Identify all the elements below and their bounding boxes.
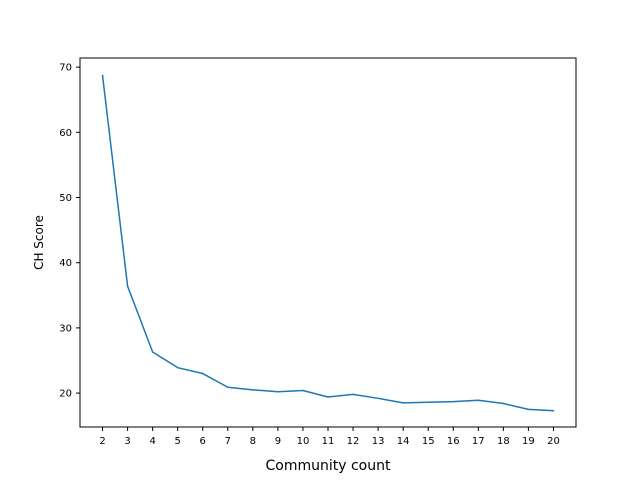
x-tick-label: 8 — [250, 436, 256, 447]
data-point — [502, 402, 505, 405]
data-point — [252, 389, 254, 391]
x-tick-label: 18 — [497, 436, 510, 447]
data-point — [427, 401, 429, 403]
axes-frame — [79, 57, 577, 428]
x-tick-label: 11 — [322, 436, 335, 447]
data-point — [552, 409, 555, 412]
x-tick-label: 20 — [547, 436, 560, 447]
x-tick-label: 14 — [397, 436, 410, 447]
x-tick-label: 10 — [297, 436, 310, 447]
x-tick-label: 7 — [225, 436, 231, 447]
y-tick-label: 70 — [59, 63, 72, 74]
data-point — [176, 366, 179, 369]
x-axis-label: Community count — [266, 458, 391, 474]
y-axis-ticks: 20 30 40 50 60 70 — [59, 63, 80, 400]
y-tick-label: 50 — [59, 193, 72, 204]
data-point — [352, 393, 354, 396]
x-tick-label: 3 — [124, 436, 130, 447]
x-tick-label: 5 — [175, 436, 181, 447]
y-tick-label: 20 — [59, 389, 72, 400]
x-tick-label: 16 — [447, 436, 460, 447]
data-point — [227, 386, 229, 388]
x-tick-label: 2 — [99, 436, 105, 447]
data-point — [402, 402, 404, 404]
data-point — [101, 74, 104, 77]
x-tick-label: 6 — [200, 436, 206, 447]
x-tick-label: 15 — [422, 436, 435, 447]
y-axis-label: CH Score — [32, 215, 46, 270]
data-point — [377, 397, 379, 400]
x-tick-label: 17 — [472, 436, 485, 447]
y-tick-label: 40 — [59, 258, 72, 269]
data-point — [477, 399, 480, 402]
x-axis-ticks: 2 3 4 5 6 7 8 9 10 11 12 13 14 15 16 17 18 19 20 — [99, 427, 560, 447]
data-point — [302, 389, 304, 392]
data-point — [202, 372, 204, 375]
data-point — [452, 400, 454, 403]
data-point — [527, 408, 530, 411]
x-tick-label: 4 — [149, 436, 155, 447]
y-tick-label: 30 — [59, 323, 72, 334]
data-point — [126, 285, 129, 287]
x-tick-label: 12 — [347, 436, 360, 447]
data-point — [151, 351, 154, 353]
plot-area — [101, 74, 555, 412]
x-tick-label: 13 — [372, 436, 385, 447]
x-tick-label: 19 — [522, 436, 535, 447]
data-point — [277, 391, 279, 393]
x-tick-label: 9 — [275, 436, 281, 447]
y-tick-label: 60 — [59, 128, 72, 139]
data-point — [327, 396, 329, 398]
